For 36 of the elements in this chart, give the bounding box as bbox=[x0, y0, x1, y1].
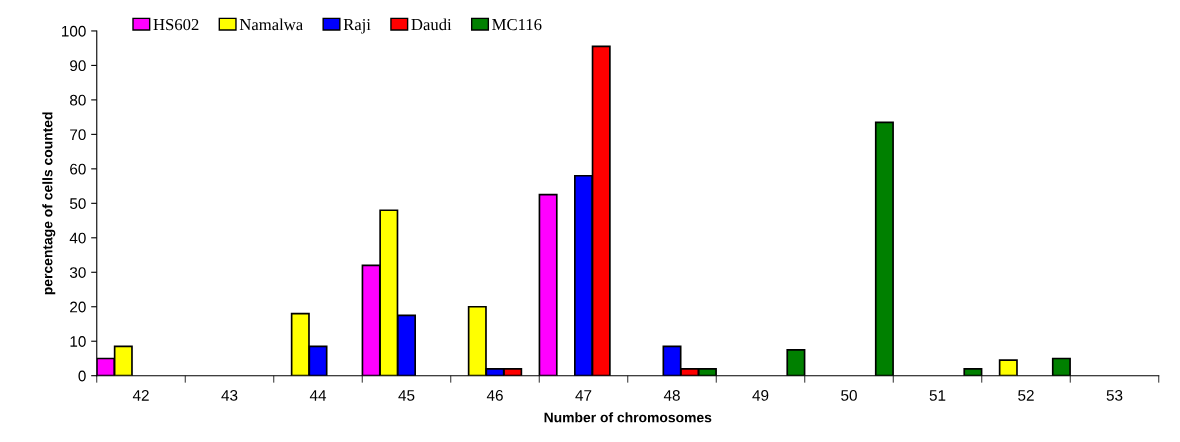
legend-label: HS602 bbox=[153, 18, 199, 31]
x-tick-label: 52 bbox=[1018, 389, 1034, 401]
x-tick-label: 49 bbox=[752, 389, 769, 401]
bar bbox=[998, 359, 1018, 376]
x-tick-label: 53 bbox=[1106, 389, 1123, 401]
legend-label: Raji bbox=[343, 18, 371, 34]
bar bbox=[1051, 357, 1071, 376]
x-tick-label: 43 bbox=[221, 389, 238, 401]
x-tick-label: 47 bbox=[575, 390, 592, 401]
bar bbox=[786, 349, 806, 376]
y-tick-label: 60 bbox=[70, 163, 86, 175]
x-axis-title: Number of chromosomes bbox=[544, 412, 712, 423]
y-tick-label: 50 bbox=[69, 198, 86, 210]
y-tick-label: 30 bbox=[69, 267, 86, 278]
bar bbox=[963, 367, 983, 376]
x-tick-label: 51 bbox=[929, 390, 946, 401]
bar bbox=[874, 121, 894, 376]
y-tick-label: 20 bbox=[70, 301, 86, 313]
y-tick-label: 90 bbox=[70, 60, 86, 72]
legend-label: Daudi bbox=[411, 18, 452, 31]
legend-label: Namalwa bbox=[239, 18, 303, 31]
y-axis-title: percentage of cells counted bbox=[42, 112, 56, 295]
y-tick-label: 80 bbox=[70, 94, 86, 106]
y-tick-label: 40 bbox=[69, 232, 86, 244]
y-tick-label: 100 bbox=[62, 25, 86, 37]
x-tick-label: 42 bbox=[132, 389, 149, 401]
y-tick-label: 10 bbox=[70, 336, 86, 347]
y-tick-label: 70 bbox=[70, 129, 86, 141]
x-tick-label: 45 bbox=[398, 390, 415, 401]
y-tick-label: 0 bbox=[78, 370, 86, 382]
x-tick-label: 48 bbox=[663, 389, 680, 401]
x-tick-label: 46 bbox=[486, 389, 503, 401]
x-tick-label: 50 bbox=[841, 389, 857, 401]
bar bbox=[538, 193, 558, 376]
x-tick-label: 44 bbox=[309, 390, 327, 401]
legend-label: MC116 bbox=[492, 18, 542, 31]
